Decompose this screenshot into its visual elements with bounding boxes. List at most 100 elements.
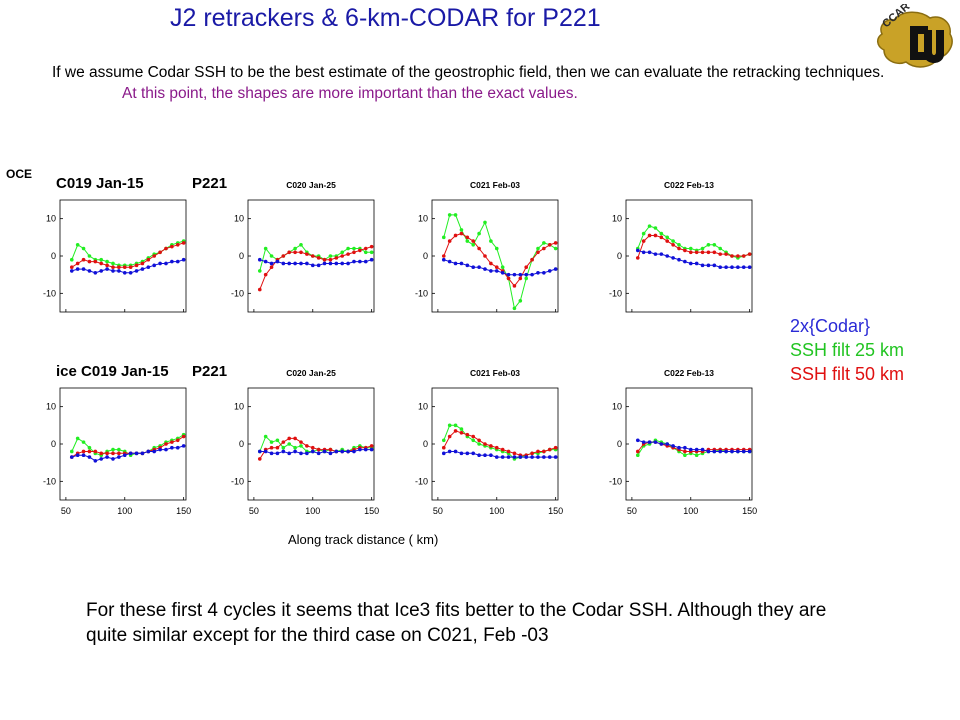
data-point-blue — [164, 261, 168, 266]
data-point-blue — [358, 447, 362, 452]
data-point-red — [75, 261, 80, 266]
panel-title: C022 Feb-13 — [664, 368, 714, 378]
data-point-blue — [712, 263, 717, 268]
data-point-blue — [281, 449, 286, 454]
x-tick-label: 150 — [364, 506, 379, 516]
data-point-red — [547, 243, 552, 247]
y-tick-label: 0 — [51, 439, 56, 449]
data-point-blue — [275, 259, 280, 264]
data-point-green — [647, 224, 652, 228]
data-point-blue — [706, 449, 711, 454]
data-point-blue — [677, 257, 681, 262]
data-point-red — [553, 241, 558, 245]
data-point-red — [459, 431, 464, 435]
data-point-blue — [263, 449, 268, 454]
panel-title: C021 Feb-03 — [470, 368, 520, 378]
panel-pass-label: P221 — [192, 363, 227, 380]
data-point-red — [712, 250, 717, 255]
data-point-red — [117, 265, 121, 269]
data-point-green — [477, 231, 481, 236]
row-label-oce: OCE — [6, 167, 32, 181]
data-point-blue — [352, 259, 356, 264]
data-point-blue — [111, 269, 115, 273]
data-point-red — [489, 444, 493, 448]
data-point-red — [81, 449, 86, 454]
data-point-green — [459, 228, 464, 232]
data-point-green — [518, 299, 523, 303]
data-point-blue — [730, 265, 734, 269]
data-point-red — [93, 449, 98, 454]
data-point-blue — [310, 263, 315, 268]
data-point-red — [671, 243, 675, 247]
data-point-red — [718, 252, 723, 256]
data-point-blue — [471, 451, 476, 456]
data-point-red — [494, 445, 499, 450]
data-point-blue — [536, 271, 540, 275]
data-point-red — [257, 457, 262, 461]
data-point-blue — [477, 265, 481, 269]
series-line-green — [443, 214, 556, 310]
data-point-blue — [730, 449, 734, 454]
legend-item-codar: 2x{Codar} — [790, 316, 871, 336]
data-point-blue — [158, 447, 162, 452]
data-point-blue — [105, 455, 109, 459]
data-point-blue — [69, 455, 74, 459]
data-point-red — [257, 287, 262, 292]
data-point-blue — [500, 455, 505, 459]
data-point-blue — [724, 449, 728, 454]
data-point-red — [641, 239, 646, 243]
data-point-green — [269, 254, 274, 258]
data-point-blue — [346, 449, 350, 454]
data-point-blue — [483, 267, 487, 271]
data-point-blue — [524, 455, 529, 459]
data-point-red — [164, 442, 168, 446]
data-point-green — [536, 246, 540, 251]
data-point-blue — [340, 449, 345, 454]
data-point-blue — [369, 447, 374, 452]
data-point-blue — [181, 444, 186, 448]
data-point-blue — [305, 451, 309, 456]
data-point-red — [694, 250, 699, 255]
data-point-blue — [128, 271, 133, 275]
data-point-blue — [257, 449, 262, 454]
data-point-red — [489, 261, 493, 266]
y-tick-label: 0 — [51, 251, 56, 261]
data-point-blue — [665, 254, 670, 258]
data-point-blue — [287, 451, 292, 456]
data-point-blue — [553, 455, 558, 459]
data-point-green — [369, 250, 374, 255]
data-point-red — [140, 261, 145, 266]
data-point-green — [87, 445, 92, 450]
data-point-blue — [459, 451, 464, 456]
data-point-blue — [93, 459, 98, 463]
data-point-blue — [87, 269, 92, 273]
panel-title: ice C019 Jan-15 — [56, 363, 169, 380]
data-point-red — [269, 445, 274, 450]
data-point-blue — [275, 451, 280, 456]
data-point-blue — [299, 261, 303, 266]
data-point-red — [665, 239, 670, 243]
data-point-blue — [465, 263, 470, 268]
data-point-red — [483, 254, 487, 258]
data-point-red — [99, 261, 104, 266]
data-point-green — [524, 276, 529, 281]
data-point-red — [281, 440, 286, 444]
data-point-blue — [81, 267, 86, 271]
data-point-red — [453, 429, 458, 433]
data-point-blue — [483, 453, 487, 458]
data-point-red — [269, 265, 274, 269]
chart-panels: 10 0 -10 C019 Jan-15 P221 10 0 -10 C020 Jan-25 10… — [0, 160, 780, 560]
y-tick-label: -10 — [415, 288, 428, 298]
data-point-red — [275, 445, 280, 450]
data-point-red — [477, 438, 481, 443]
data-point-red — [494, 265, 499, 269]
data-point-green — [688, 246, 693, 251]
data-point-red — [683, 248, 687, 253]
data-point-blue — [677, 445, 681, 450]
x-tick-label: 100 — [305, 506, 320, 516]
panel-title: C022 Feb-13 — [664, 180, 714, 190]
data-point-green — [257, 269, 262, 273]
data-point-green — [75, 243, 80, 247]
intro-text: If we assume Codar SSH to be the best es… — [52, 64, 885, 81]
data-point-blue — [724, 265, 728, 269]
